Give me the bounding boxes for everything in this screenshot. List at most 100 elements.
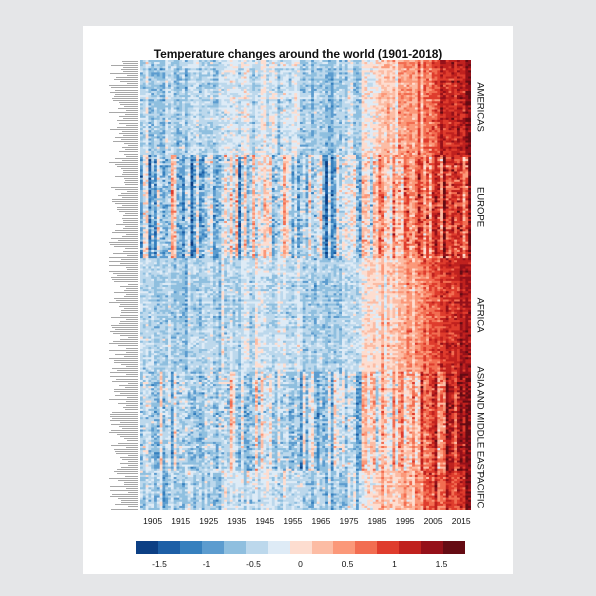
heatmap-cell <box>160 122 163 124</box>
heatmap-cell <box>244 101 247 103</box>
heatmap-cell <box>286 79 289 81</box>
heatmap-cell <box>160 124 163 126</box>
heatmap-cell <box>454 79 457 81</box>
heatmap-cell <box>308 85 311 87</box>
heatmap-cell <box>291 85 294 87</box>
heatmap-cell <box>367 134 370 136</box>
heatmap-cell <box>412 60 415 62</box>
heatmap-cell <box>404 114 407 116</box>
heatmap-cell <box>171 114 174 116</box>
heatmap-cell <box>418 105 421 107</box>
heatmap-cell <box>409 107 412 109</box>
heatmap-cell <box>174 85 177 87</box>
heatmap-cell <box>345 134 348 136</box>
heatmap-cell <box>269 66 272 68</box>
heatmap-cell <box>409 89 412 91</box>
heatmap-cell <box>252 83 255 85</box>
heatmap-cell <box>331 136 334 138</box>
heatmap-cell <box>440 143 443 145</box>
heatmap-cell <box>404 81 407 83</box>
heatmap-cell <box>378 122 381 124</box>
heatmap-cell <box>412 122 415 124</box>
heatmap-cell <box>157 87 160 89</box>
heatmap-cell <box>409 60 412 62</box>
heatmap-cell <box>202 107 205 109</box>
heatmap-cell <box>249 97 252 99</box>
heatmap-cell <box>300 138 303 140</box>
heatmap-cell <box>261 101 264 103</box>
heatmap-cell <box>249 83 252 85</box>
heatmap-cell <box>221 145 224 147</box>
heatmap-cell <box>182 99 185 101</box>
heatmap-cell <box>443 64 446 66</box>
heatmap-cell <box>283 118 286 120</box>
heatmap-cell <box>376 70 379 72</box>
heatmap-cell <box>300 77 303 79</box>
heatmap-cell <box>154 134 157 136</box>
heatmap-cell <box>280 68 283 70</box>
heatmap-cell <box>443 66 446 68</box>
heatmap-cell <box>362 136 365 138</box>
heatmap-cell <box>230 70 233 72</box>
heatmap-cell <box>421 70 424 72</box>
heatmap-cell <box>348 110 351 112</box>
heatmap-cell <box>426 85 429 87</box>
heatmap-cell <box>387 66 390 68</box>
heatmap-cell <box>148 107 151 109</box>
heatmap-cell <box>412 91 415 93</box>
heatmap-cell <box>331 143 334 145</box>
heatmap-cell <box>342 120 345 122</box>
heatmap-cell <box>463 66 466 68</box>
heatmap-cell <box>185 70 188 72</box>
heatmap-cell <box>370 143 373 145</box>
heatmap-cell <box>370 103 373 105</box>
heatmap-cell <box>140 79 143 81</box>
heatmap-cell <box>241 145 244 147</box>
heatmap-cell <box>364 120 367 122</box>
heatmap-cell <box>143 91 146 93</box>
heatmap-cell <box>224 60 227 62</box>
heatmap-cell <box>401 87 404 89</box>
heatmap-cell <box>294 95 297 97</box>
heatmap-cell <box>423 85 426 87</box>
heatmap-cell <box>213 105 216 107</box>
heatmap-cell <box>353 124 356 126</box>
heatmap-cell <box>362 145 365 147</box>
heatmap-cell <box>398 124 401 126</box>
heatmap-cell <box>457 141 460 143</box>
heatmap-cell <box>398 126 401 128</box>
heatmap-cell <box>339 85 342 87</box>
heatmap-cell <box>230 93 233 95</box>
heatmap-cell <box>418 77 421 79</box>
heatmap-cell <box>291 124 294 126</box>
heatmap-cell <box>199 93 202 95</box>
heatmap-cell <box>280 126 283 128</box>
heatmap-cell <box>148 136 151 138</box>
heatmap-cell <box>146 141 149 143</box>
heatmap-cell <box>171 141 174 143</box>
heatmap-cell <box>263 66 266 68</box>
heatmap-cell <box>213 60 216 62</box>
heatmap-cell <box>392 91 395 93</box>
heatmap-cell <box>421 112 424 114</box>
heatmap-cell <box>449 101 452 103</box>
heatmap-cell <box>294 72 297 74</box>
heatmap-cell <box>199 79 202 81</box>
heatmap-cell <box>421 132 424 134</box>
heatmap-cell <box>154 99 157 101</box>
heatmap-cell <box>449 114 452 116</box>
heatmap-cell <box>140 81 143 83</box>
heatmap-cell <box>384 130 387 132</box>
heatmap-cell <box>283 130 286 132</box>
heatmap-cell <box>370 62 373 64</box>
heatmap-cell <box>154 120 157 122</box>
heatmap-cell <box>143 136 146 138</box>
heatmap-cell <box>401 68 404 70</box>
heatmap-cell <box>286 112 289 114</box>
heatmap-cell <box>353 72 356 74</box>
heatmap-cell <box>401 128 404 130</box>
heatmap-cell <box>283 91 286 93</box>
heatmap-cell <box>317 122 320 124</box>
heatmap-cell <box>151 93 154 95</box>
heatmap-cell <box>359 145 362 147</box>
